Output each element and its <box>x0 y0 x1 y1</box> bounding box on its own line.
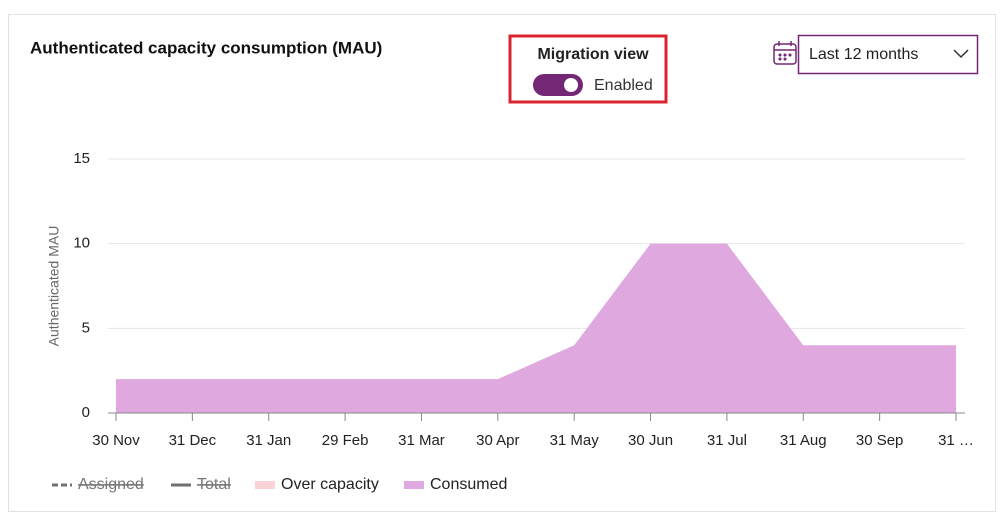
x-tick-label: 30 Apr <box>476 432 519 449</box>
legend-key <box>255 481 275 489</box>
calendar-icon[interactable] <box>773 41 797 65</box>
legend-label[interactable]: Over capacity <box>281 476 379 493</box>
card-border <box>8 14 996 512</box>
toggle-state: Enabled <box>594 77 653 94</box>
y-tick-label: 5 <box>82 319 90 336</box>
x-tick-label: 30 Sep <box>856 432 904 449</box>
legend-label[interactable]: Assigned <box>78 476 144 493</box>
y-tick-label: 0 <box>82 404 90 421</box>
x-tick-label: 31 Jan <box>246 432 291 449</box>
legend-label[interactable]: Consumed <box>430 476 507 493</box>
y-tick-label: 15 <box>73 150 90 167</box>
x-tick-label: 31 Dec <box>169 432 217 449</box>
x-tick-label: 31 May <box>550 432 600 449</box>
area <box>116 243 956 413</box>
dropdown-chevron <box>953 49 969 59</box>
x-tick-label: 29 Feb <box>322 432 369 449</box>
x-tick-label: 30 Jun <box>628 432 673 449</box>
migration-label: Migration view <box>537 46 649 63</box>
x-tick-label: 31 Aug <box>780 432 827 449</box>
legend-key <box>404 481 424 489</box>
toggle-knob <box>564 78 578 92</box>
highlight-box <box>508 34 668 104</box>
y-tick-label: 10 <box>73 235 90 252</box>
date-dropdown[interactable] <box>797 34 979 75</box>
card-title: Authenticated capacity consumption (MAU) <box>30 38 382 57</box>
legend-label[interactable]: Total <box>197 476 231 493</box>
x-tick-label: 31 Jul <box>707 432 747 449</box>
y-axis-label: Authenticated MAU <box>46 226 62 347</box>
x-tick-label: 30 Nov <box>92 432 140 449</box>
date-range: Last 12 months <box>809 46 918 63</box>
x-tick-label: 31 … <box>938 432 974 449</box>
x-tick-label: 31 Mar <box>398 432 445 449</box>
